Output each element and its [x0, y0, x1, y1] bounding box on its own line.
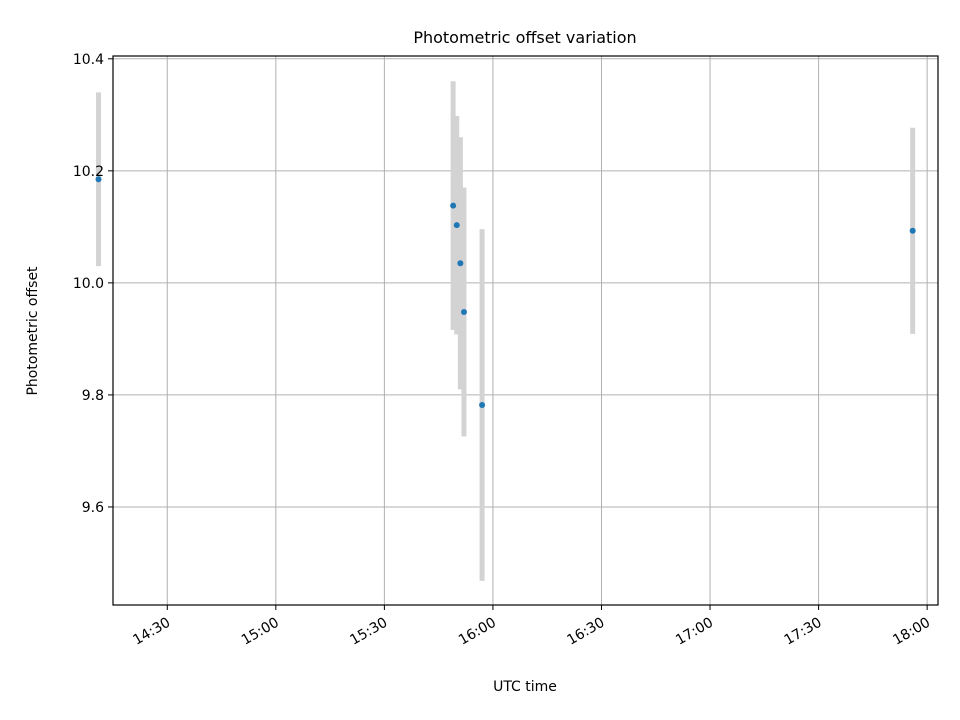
- data-point: [460, 309, 467, 316]
- y-tick-label: 10.0: [73, 276, 104, 292]
- plot-area-frame: [112, 55, 939, 606]
- data-point: [909, 227, 916, 234]
- y-tick-label: 9.6: [82, 500, 104, 516]
- data-point: [479, 402, 486, 409]
- grid-lines: [113, 56, 938, 605]
- data-point: [457, 260, 464, 267]
- data-points: [95, 176, 916, 409]
- data-point: [450, 202, 457, 209]
- y-tick-label: 10.4: [73, 52, 104, 68]
- y-tick-label: 10.2: [73, 164, 104, 180]
- y-axis-ticks: 9.6 9.8 10.0 10.2 10.4: [73, 52, 113, 516]
- data-point: [453, 222, 460, 229]
- chart-title: Photometric offset variation: [413, 28, 636, 47]
- x-axis-label: UTC time: [493, 679, 557, 695]
- y-tick-label: 9.8: [82, 388, 104, 404]
- data-point: [95, 176, 102, 183]
- y-axis-label: Photometric offset: [25, 266, 41, 396]
